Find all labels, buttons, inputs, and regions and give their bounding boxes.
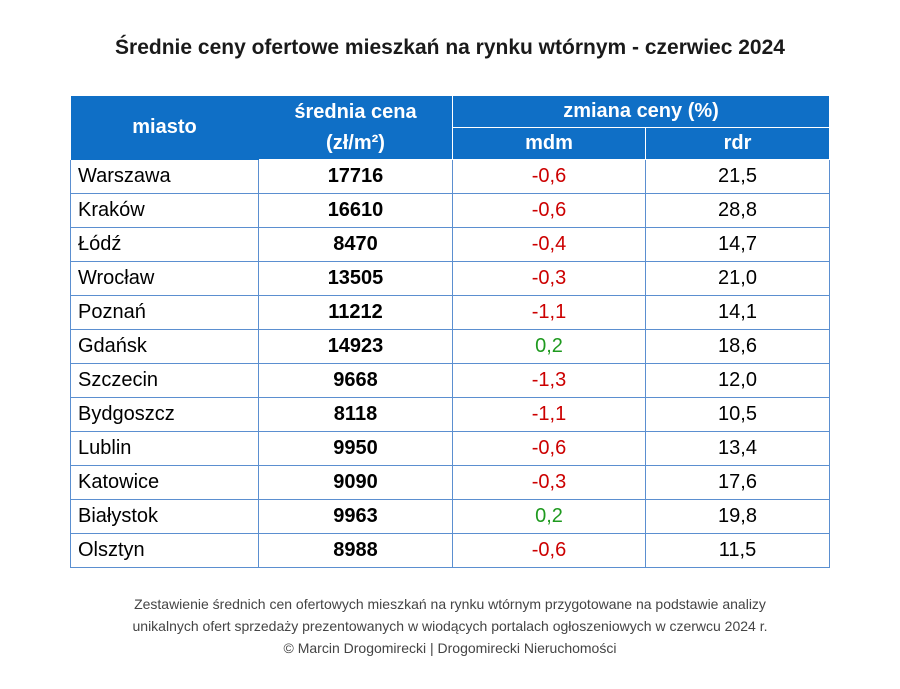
table-header: miasto średnia cena (zł/m²) zmiana ceny … [70, 95, 831, 160]
cell-rdr: 11,5 [644, 533, 831, 568]
column-header-price: średnia cena (zł/m²) [258, 95, 453, 160]
cell-price: 17716 [258, 159, 453, 194]
table-row: Bydgoszcz 8118 -1,1 10,5 [70, 397, 831, 432]
cell-city: Kraków [70, 193, 259, 228]
price-table: miasto średnia cena (zł/m²) zmiana ceny … [70, 95, 831, 568]
cell-mdm: -0,6 [452, 159, 646, 194]
cell-price: 8118 [258, 397, 453, 432]
cell-mdm: 0,2 [452, 329, 646, 364]
cell-price: 8470 [258, 227, 453, 262]
table-row: Łódź 8470 -0,4 14,7 [70, 227, 831, 262]
cell-city: Poznań [70, 295, 259, 330]
cell-city: Gdańsk [70, 329, 259, 364]
cell-price: 14923 [258, 329, 453, 364]
cell-city: Olsztyn [70, 533, 259, 568]
table-row: Wrocław 13505 -0,3 21,0 [70, 261, 831, 296]
cell-rdr: 21,5 [644, 159, 831, 194]
cell-city: Warszawa [70, 159, 259, 194]
cell-rdr: 12,0 [644, 363, 831, 398]
cell-mdm: -0,6 [452, 193, 646, 228]
footnote-line-2: unikalnych ofert sprzedaży prezentowanyc… [132, 618, 768, 634]
column-header-price-line1: średnia cena [294, 100, 417, 123]
cell-city: Wrocław [70, 261, 259, 296]
cell-rdr: 19,8 [644, 499, 831, 534]
cell-mdm: -0,6 [452, 533, 646, 568]
cell-rdr: 17,6 [644, 465, 831, 500]
cell-city: Bydgoszcz [70, 397, 259, 432]
table-row: Kraków 16610 -0,6 28,8 [70, 193, 831, 228]
footnote-copyright: © Marcin Drogomirecki | Drogomirecki Nie… [283, 640, 617, 656]
table-row: Gdańsk 14923 0,2 18,6 [70, 329, 831, 364]
table-row: Warszawa 17716 -0,6 21,5 [70, 159, 831, 194]
cell-mdm: -0,6 [452, 431, 646, 466]
footnote: Zestawienie średnich cen ofertowych mies… [0, 593, 900, 659]
column-header-price-line2: (zł/m²) [326, 131, 385, 154]
cell-price: 11212 [258, 295, 453, 330]
table-row: Szczecin 9668 -1,3 12,0 [70, 363, 831, 398]
cell-rdr: 18,6 [644, 329, 831, 364]
cell-city: Łódź [70, 227, 259, 262]
cell-city: Lublin [70, 431, 259, 466]
cell-rdr: 28,8 [644, 193, 831, 228]
cell-rdr: 14,1 [644, 295, 831, 330]
cell-mdm: -1,1 [452, 295, 646, 330]
cell-price: 8988 [258, 533, 453, 568]
cell-price: 16610 [258, 193, 453, 228]
cell-rdr: 14,7 [644, 227, 831, 262]
cell-rdr: 21,0 [644, 261, 831, 296]
cell-price: 9963 [258, 499, 453, 534]
cell-city: Katowice [70, 465, 259, 500]
cell-price: 9090 [258, 465, 453, 500]
cell-mdm: -1,1 [452, 397, 646, 432]
table-row: Lublin 9950 -0,6 13,4 [70, 431, 831, 466]
column-header-rdr: rdr [644, 127, 831, 160]
column-header-change: zmiana ceny (%) [451, 95, 831, 128]
cell-mdm: -0,3 [452, 261, 646, 296]
cell-mdm: -1,3 [452, 363, 646, 398]
cell-city: Szczecin [70, 363, 259, 398]
cell-price: 13505 [258, 261, 453, 296]
cell-mdm: -0,3 [452, 465, 646, 500]
column-header-mdm: mdm [452, 127, 646, 160]
table-row: Katowice 9090 -0,3 17,6 [70, 465, 831, 500]
cell-mdm: 0,2 [452, 499, 646, 534]
table-row: Białystok 9963 0,2 19,8 [70, 499, 831, 534]
cell-rdr: 10,5 [644, 397, 831, 432]
table-body: Warszawa 17716 -0,6 21,5 Kraków 16610 -0,6 28,8… [70, 159, 831, 568]
table-row: Poznań 11212 -1,1 14,1 [70, 295, 831, 330]
page-title: Średnie ceny ofertowe mieszkań na rynku … [115, 36, 785, 59]
cell-rdr: 13,4 [644, 431, 831, 466]
column-header-city: miasto [70, 95, 259, 160]
table-row: Olsztyn 8988 -0,6 11,5 [70, 533, 831, 568]
cell-mdm: -0,4 [452, 227, 646, 262]
footnote-line-1: Zestawienie średnich cen ofertowych mies… [134, 596, 766, 612]
cell-city: Białystok [70, 499, 259, 534]
cell-price: 9950 [258, 431, 453, 466]
cell-price: 9668 [258, 363, 453, 398]
